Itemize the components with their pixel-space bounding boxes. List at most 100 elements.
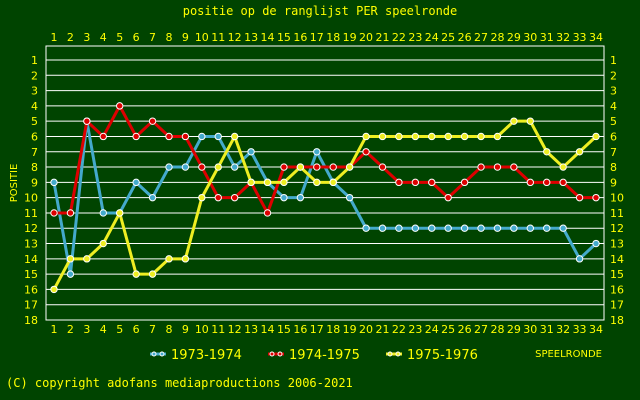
x-tick-label: 9 xyxy=(182,323,189,336)
y-tick-label: 16 xyxy=(24,283,38,296)
x-tick-label: 27 xyxy=(474,323,488,336)
data-point xyxy=(115,102,124,110)
data-point xyxy=(66,209,75,217)
data-point xyxy=(214,193,222,202)
data-point xyxy=(181,255,190,263)
data-point xyxy=(362,148,370,156)
x-tick-label: 21 xyxy=(375,323,389,336)
data-point xyxy=(50,178,58,187)
data-point xyxy=(428,132,436,141)
series-line-1975-1976 xyxy=(52,119,598,291)
data-point xyxy=(132,132,140,141)
copyright-text: (C) copyright adofans mediaproductions 2… xyxy=(6,376,353,390)
x-tick-label: 6 xyxy=(133,323,140,336)
y-tick-label: 13 xyxy=(610,238,624,251)
y-tick-label: 3 xyxy=(31,85,38,98)
data-point xyxy=(263,209,272,217)
data-point xyxy=(148,193,157,202)
chart-title: positie op de ranglijst PER speelronde xyxy=(182,4,458,18)
x-tick-label: 25 xyxy=(441,31,455,44)
x-tick-label: 16 xyxy=(293,31,307,44)
data-point xyxy=(444,132,452,141)
data-point xyxy=(543,178,551,187)
x-tick-label: 5 xyxy=(116,323,123,336)
data-point xyxy=(83,117,91,125)
series-line-1974-1975 xyxy=(54,104,596,215)
data-point xyxy=(296,163,305,171)
data-point xyxy=(543,148,551,156)
data-point xyxy=(559,178,567,187)
data-point xyxy=(362,132,370,141)
data-point xyxy=(493,132,502,141)
data-point xyxy=(280,163,288,171)
x-tick-label: 5 xyxy=(116,31,123,44)
x-tick-label: 10 xyxy=(195,31,209,44)
data-point xyxy=(230,163,239,171)
data-point xyxy=(132,270,140,278)
x-tick-label: 16 xyxy=(293,323,307,336)
data-point xyxy=(575,148,584,156)
data-point xyxy=(493,163,502,171)
data-point xyxy=(230,132,239,141)
x-tick-label: 2 xyxy=(67,31,74,44)
data-point xyxy=(526,178,535,187)
y-tick-label: 16 xyxy=(610,283,624,296)
data-point xyxy=(99,239,107,248)
data-point xyxy=(592,239,600,248)
data-point xyxy=(329,178,337,187)
data-point xyxy=(198,132,206,141)
y-tick-label: 11 xyxy=(610,207,624,220)
data-point xyxy=(428,178,436,187)
x-tick-label: 29 xyxy=(507,323,521,336)
x-tick-label: 33 xyxy=(573,323,587,336)
x-tick-label: 30 xyxy=(523,31,537,44)
data-point xyxy=(165,255,173,263)
x-tick-label: 18 xyxy=(326,323,340,336)
legend-marker xyxy=(159,351,165,357)
x-tick-label: 7 xyxy=(149,31,156,44)
x-tick-label: 23 xyxy=(408,323,422,336)
y-tick-label: 17 xyxy=(24,299,38,312)
data-point xyxy=(181,132,190,141)
x-tick-label: 23 xyxy=(408,31,422,44)
legend-label: 1973-1974 xyxy=(171,348,242,363)
data-point xyxy=(313,178,321,187)
x-tick-label: 9 xyxy=(182,31,189,44)
data-point xyxy=(559,163,567,171)
data-point xyxy=(296,193,305,202)
y-tick-label: 18 xyxy=(610,314,624,327)
y-tick-label: 12 xyxy=(24,222,38,235)
x-tick-label: 24 xyxy=(425,323,439,336)
data-point xyxy=(592,193,600,202)
x-tick-label: 22 xyxy=(392,323,406,336)
data-point xyxy=(510,224,518,232)
y-tick-label: 4 xyxy=(610,100,617,113)
x-tick-label: 14 xyxy=(261,323,275,336)
x-tick-label: 32 xyxy=(556,323,570,336)
data-point xyxy=(165,163,173,171)
y-tick-label: 1 xyxy=(31,54,38,67)
data-point xyxy=(66,255,75,263)
y-tick-label: 7 xyxy=(31,146,38,159)
x-tick-label: 4 xyxy=(100,31,107,44)
x-tick-label: 26 xyxy=(458,31,472,44)
data-point xyxy=(444,193,452,202)
data-point xyxy=(198,193,206,202)
data-point xyxy=(263,178,272,187)
x-tick-label: 15 xyxy=(277,31,291,44)
data-point xyxy=(460,224,469,232)
y-tick-label: 8 xyxy=(610,161,617,174)
data-point xyxy=(510,117,518,125)
x-tick-label: 1 xyxy=(51,31,58,44)
data-point xyxy=(148,117,157,125)
data-point xyxy=(99,132,107,141)
data-point xyxy=(411,224,420,232)
y-tick-label: 9 xyxy=(31,176,38,189)
y-tick-label: 12 xyxy=(610,222,624,235)
data-point xyxy=(280,178,288,187)
y-tick-label: 7 xyxy=(610,146,617,159)
y-tick-label: 2 xyxy=(31,69,38,82)
x-tick-label: 3 xyxy=(83,323,90,336)
